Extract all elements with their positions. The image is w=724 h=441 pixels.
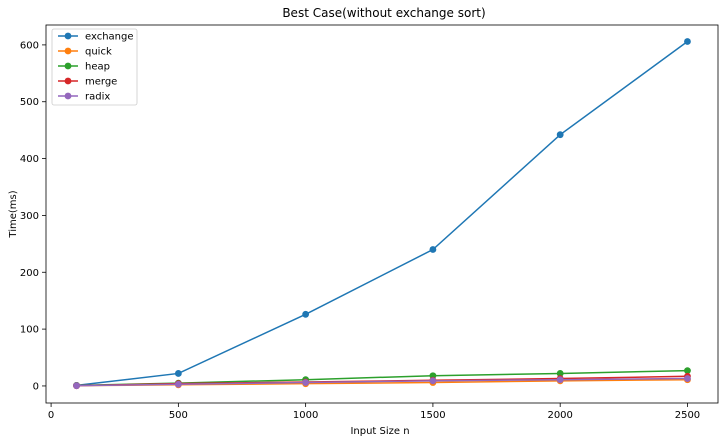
y-tick-label: 600 [20,40,39,51]
data-point [684,38,691,45]
y-axis-label: Time(ms) [8,190,19,238]
legend-marker [64,47,72,55]
y-tick-label: 100 [20,325,39,336]
series-layer [73,38,691,390]
legend-item-radix: radix [58,92,110,103]
y-tick-label: 0 [33,381,39,392]
legend-marker [64,92,72,100]
x-axis-label: Input Size n [350,426,409,437]
x-tick-label: 1000 [293,410,318,421]
data-point [429,246,437,253]
legend-label: quick [85,47,112,58]
x-tick-label: 2500 [675,410,700,421]
plot-area [45,24,719,404]
legend-item-exchange: exchange [58,32,134,43]
legend-item-merge: merge [58,77,117,88]
x-tick-label: 500 [169,410,188,421]
y-tick-label: 500 [20,97,39,108]
x-tick-label: 1500 [420,410,445,421]
data-point [429,377,437,385]
data-point [556,131,564,139]
legend-marker [64,62,72,70]
legend: exchange quick heap merge radix [51,28,138,106]
chart-title: Best Case(without exchange sort) [282,6,485,20]
y-tick-label: 400 [20,154,39,165]
series-exchange [73,38,691,389]
legend-frame [51,28,138,106]
plot-frame [45,24,719,404]
series-line [76,40,688,387]
data-point [73,382,80,390]
legend-marker [64,77,72,85]
data-point [174,380,182,388]
data-point [684,367,691,374]
data-point [302,379,310,386]
y-tick-label: 200 [20,268,39,279]
y-axis: 0 100 200 300 400 500 600 [20,40,46,392]
series-line [76,377,688,387]
data-point [684,375,691,382]
legend-item-quick: quick [58,47,112,58]
legend-label: exchange [85,32,134,43]
y-tick-label: 300 [20,211,39,222]
legend-label: heap [85,62,110,73]
series-radix [73,375,691,390]
legend-marker [64,32,72,40]
legend-item-heap: heap [58,62,110,73]
legend-label: merge [85,77,117,88]
x-axis: 0 500 1000 1500 2000 2500 [48,403,700,421]
legend-label: radix [85,92,110,103]
x-tick-label: 2000 [547,410,572,421]
data-point [302,310,310,318]
data-point [556,376,564,384]
data-point [556,370,564,377]
x-tick-label: 0 [48,410,54,421]
data-point [174,370,182,377]
